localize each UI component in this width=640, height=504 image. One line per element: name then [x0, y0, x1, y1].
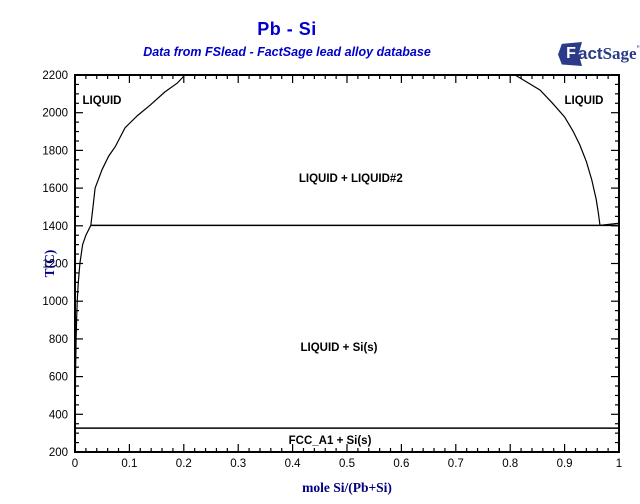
x-tick-label: 0.2 — [176, 458, 192, 470]
y-tick-label: 1200 — [42, 259, 68, 271]
y-tick-label: 600 — [49, 372, 68, 384]
x-tick-label: 0.4 — [285, 458, 302, 470]
chart-title: Pb - Si — [257, 19, 317, 39]
logo-trademark: ” — [636, 43, 640, 54]
phase-region-label: LIQUID — [565, 95, 604, 107]
logo-text-act: act — [578, 44, 603, 63]
y-tick-label: 1400 — [42, 221, 68, 233]
y-tick-label: 200 — [49, 447, 68, 459]
factsage-flag-icon: F — [558, 42, 582, 66]
x-tick-label: 0.9 — [557, 458, 573, 470]
phase-boundary-curve — [514, 74, 601, 226]
y-tick-label: 1600 — [42, 183, 68, 195]
factsage-logo: F act Sage ” — [558, 40, 640, 68]
x-tick-label: 0.8 — [502, 458, 518, 470]
phase-region-label: LIQUID + LIQUID#2 — [299, 173, 403, 185]
x-axis-title: mole Si/(Pb+Si) — [302, 480, 392, 495]
x-tick-label: 0 — [72, 458, 78, 470]
chart-subtitle: Data from FSlead - FactSage lead alloy d… — [143, 45, 431, 59]
x-tick-label: 0.7 — [448, 458, 464, 470]
plot-border — [74, 74, 620, 453]
x-tick-label: 0.1 — [121, 458, 137, 470]
phase-boundary-curve — [74, 74, 186, 428]
phase-region-label: LIQUID + Si(s) — [301, 342, 378, 354]
y-tick-label: 2000 — [42, 108, 68, 120]
x-tick-label: 1 — [616, 458, 622, 470]
x-tick-label: 0.3 — [230, 458, 246, 470]
x-tick-label: 0.6 — [393, 458, 409, 470]
y-axis-title: T(C) — [42, 250, 57, 278]
y-tick-label: 1000 — [42, 296, 68, 308]
phase-region-label: LIQUID — [82, 95, 121, 107]
y-tick-label: 400 — [49, 409, 68, 421]
phase-region-label: FCC_A1 + Si(s) — [289, 435, 372, 447]
y-tick-label: 800 — [49, 334, 68, 346]
logo-letter-f: F — [566, 45, 576, 62]
y-tick-label: 2200 — [42, 70, 68, 82]
y-tick-label: 1800 — [42, 145, 68, 157]
x-tick-label: 0.5 — [339, 458, 355, 470]
logo-text-sage: Sage — [602, 44, 637, 63]
